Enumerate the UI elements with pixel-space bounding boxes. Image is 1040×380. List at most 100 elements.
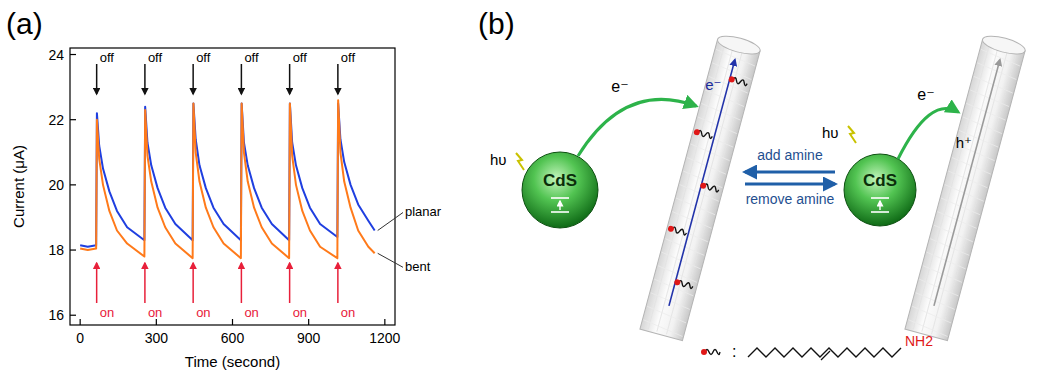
- y-tick-label: 22: [48, 112, 64, 128]
- x-tick-label: 0: [76, 330, 84, 346]
- band-edge: [871, 197, 889, 199]
- diagram-b: CdShυe⁻e⁻add amineremove amineCdShυe⁻h⁺:…: [490, 33, 1027, 360]
- annotation: on: [341, 305, 355, 320]
- y-tick-label: 20: [48, 177, 64, 193]
- amine-chain: [705, 350, 720, 355]
- band-edge: [551, 197, 569, 199]
- light-label: hυ: [822, 124, 839, 141]
- series-line: [80, 103, 375, 246]
- annotation: off: [100, 50, 115, 65]
- x-tick: [384, 319, 385, 325]
- annotation-arrow: [241, 64, 243, 94]
- y-tick-label: 16: [48, 307, 64, 323]
- excitation-arrow: [559, 201, 560, 210]
- tube-body: [905, 39, 1025, 340]
- annotation: off: [293, 50, 308, 65]
- amine-head: [693, 129, 700, 136]
- y-tick-label: 18: [48, 242, 64, 258]
- process-label: remove amine: [746, 191, 835, 207]
- plot-frame: [70, 48, 395, 325]
- nanotube: [640, 33, 762, 341]
- tube-cap: [981, 33, 1027, 58]
- annotation: off: [341, 50, 356, 65]
- alkyl-chain: [748, 348, 901, 357]
- tube-cap: [716, 33, 762, 58]
- x-tick: [80, 319, 81, 325]
- annotation: off: [244, 50, 259, 65]
- y-tick: [70, 54, 76, 55]
- x-tick-label: 300: [145, 330, 169, 346]
- double-bond: [821, 351, 830, 360]
- transfer-arrow: [578, 99, 696, 156]
- amine-head: [701, 349, 707, 355]
- amine-head: [674, 279, 681, 286]
- y-tick: [70, 315, 76, 316]
- tube-lattice: [648, 43, 725, 329]
- annotation-arrow: [144, 64, 146, 94]
- light-label: hυ: [490, 151, 507, 168]
- carrier-label: e⁻: [705, 76, 721, 93]
- light-bolt: [848, 126, 856, 143]
- band-edge: [551, 211, 569, 213]
- tube-body: [640, 39, 760, 340]
- annotation: on: [148, 305, 162, 320]
- particle-label: CdS: [863, 171, 897, 190]
- y-tick: [70, 249, 76, 250]
- leader-line: [378, 253, 403, 267]
- tube-lattice: [657, 46, 734, 332]
- transfer-arrow: [898, 108, 958, 159]
- amine-group: NH2: [905, 333, 933, 349]
- annotation: on: [196, 305, 210, 320]
- tube-lattice: [913, 43, 990, 329]
- x-axis-title: Time (second): [185, 353, 280, 370]
- annotation-arrow: [337, 64, 339, 94]
- tube-lattice: [940, 51, 1017, 337]
- annotation: off: [196, 50, 211, 65]
- annotation: off: [148, 50, 163, 65]
- annotation-arrow: [289, 64, 291, 94]
- annotation-arrow: [192, 64, 194, 94]
- key-separator: :: [732, 343, 736, 360]
- amine-head: [667, 225, 674, 232]
- panel-label: (b): [478, 7, 515, 40]
- chart-a: 030060090012001618202224Time (second)Cur…: [10, 47, 442, 370]
- process-label: add amine: [757, 147, 823, 163]
- leader-line: [378, 212, 403, 230]
- series-group: [80, 100, 375, 258]
- x-tick: [232, 319, 233, 325]
- tube-lattice: [646, 306, 688, 323]
- x-tick-label: 900: [297, 330, 321, 346]
- tube-lattice: [675, 51, 752, 337]
- tube-lattice: [642, 320, 684, 337]
- excitation-arrow: [879, 201, 880, 210]
- cds-particle: [522, 152, 598, 228]
- annotation: on: [244, 305, 258, 320]
- annotation: on: [100, 305, 114, 320]
- annotation-arrow: [289, 263, 291, 303]
- x-tick-label: 1200: [369, 330, 400, 346]
- annotation: on: [293, 305, 307, 320]
- annotation-arrow: [96, 64, 98, 94]
- cds-particle: [844, 154, 916, 226]
- y-axis-title: Current (μA): [10, 145, 27, 228]
- panel-label: (a): [6, 7, 43, 40]
- y-tick: [70, 184, 76, 185]
- particle-label: CdS: [543, 171, 577, 190]
- forward-arrow: [745, 171, 835, 174]
- carrier-arrow: [934, 60, 1000, 306]
- annotation-arrow: [144, 263, 146, 303]
- annotation-arrow: [241, 263, 243, 303]
- series-label: bent: [405, 259, 431, 274]
- x-tick: [308, 319, 309, 325]
- series-label: planar: [405, 204, 442, 219]
- backward-arrow: [745, 183, 835, 186]
- transfer-label: e⁻: [611, 78, 628, 95]
- carrier-arrow: [669, 60, 735, 306]
- y-tick: [70, 119, 76, 120]
- series-line: [80, 100, 375, 258]
- annotation-arrow: [96, 263, 98, 303]
- annotation-arrow: [192, 263, 194, 303]
- tube-lattice: [932, 48, 1009, 334]
- x-tick-label: 600: [221, 330, 245, 346]
- figure: (a)(b)030060090012001618202224Time (seco…: [0, 0, 1040, 380]
